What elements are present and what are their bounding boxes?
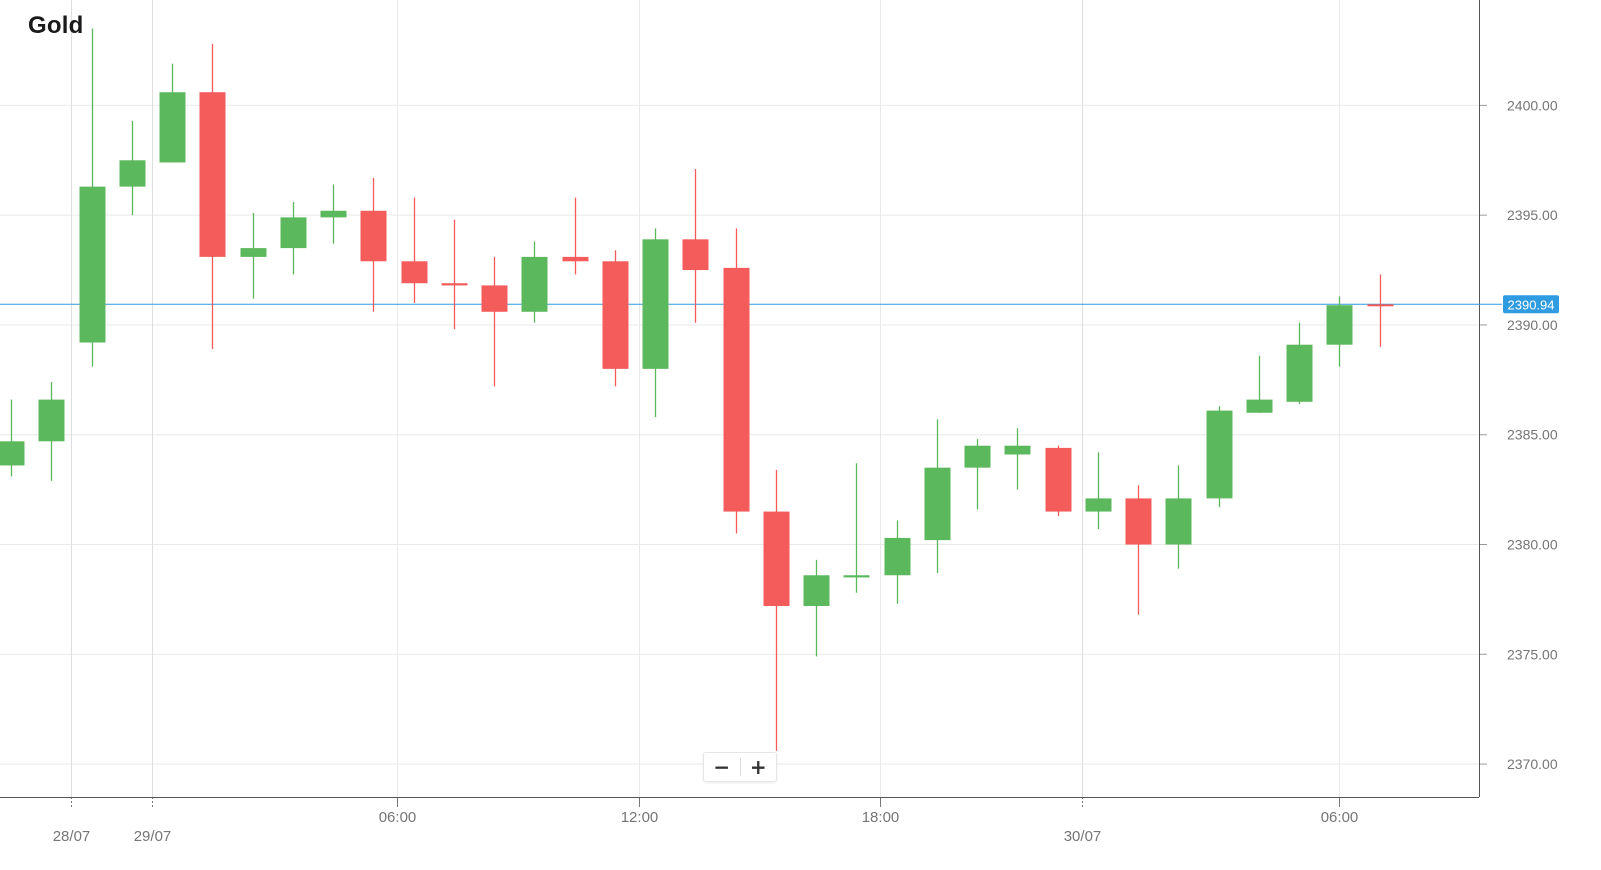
current-price-badge-layer: 2390.94 — [1503, 295, 1559, 314]
candle-body — [1367, 304, 1394, 307]
candle-body — [441, 283, 468, 286]
candle-body — [159, 92, 186, 163]
candle-up[interactable] — [1246, 355, 1273, 413]
candle-down[interactable] — [1367, 274, 1394, 347]
candle-down[interactable] — [481, 256, 508, 387]
candle-body — [884, 537, 911, 576]
candle-body — [843, 575, 870, 578]
candle-up[interactable] — [240, 212, 267, 299]
current-price-label: 2390.94 — [1508, 297, 1555, 312]
candle-body — [360, 210, 387, 262]
candle-body — [562, 256, 589, 262]
candle-body — [723, 267, 750, 512]
chart-title: Gold — [28, 12, 84, 39]
candle-body — [1246, 399, 1273, 413]
x-tick-label: 12:00 — [621, 809, 659, 826]
candle-body — [199, 92, 226, 257]
candle-down[interactable] — [682, 169, 709, 323]
candle-body — [119, 160, 146, 187]
y-axis: 2400.00 2395.00 2390.00 2385.00 2380.00 2375.… — [1479, 0, 1558, 797]
x-tick-label: 30/07 — [1064, 828, 1102, 845]
candle-body — [240, 248, 267, 257]
candle-up[interactable] — [884, 520, 911, 604]
candle-down[interactable] — [1125, 485, 1152, 615]
candle-down[interactable] — [602, 250, 629, 387]
y-tick-label: 2385.00 — [1507, 427, 1558, 443]
candle-up[interactable] — [119, 120, 146, 216]
candle-body — [38, 399, 65, 442]
current-price-badge — [1503, 295, 1559, 314]
candle-down[interactable] — [401, 197, 428, 303]
candle-body — [79, 186, 106, 343]
candle-up[interactable] — [964, 439, 991, 510]
candle-body — [1165, 498, 1192, 545]
candle-body — [1286, 344, 1313, 402]
candle-up[interactable] — [1286, 322, 1313, 404]
candle-down[interactable] — [723, 228, 750, 534]
candle-down[interactable] — [441, 219, 468, 330]
grid-layer — [0, 0, 1479, 797]
candle-up[interactable] — [1085, 452, 1112, 530]
zoom-controls: − + — [703, 752, 777, 782]
x-tick-label: 28/07 — [53, 828, 91, 845]
candle-body — [401, 261, 428, 284]
candle-up[interactable] — [843, 463, 870, 593]
x-tick-label: 18:00 — [862, 809, 900, 826]
x-tick-label: 06:00 — [1321, 809, 1359, 826]
candle-body — [1085, 498, 1112, 512]
candle-up[interactable] — [0, 399, 25, 477]
candle-body — [964, 445, 991, 468]
candle-body — [1125, 498, 1152, 545]
candle-down[interactable] — [1045, 445, 1072, 516]
candle-body — [1206, 410, 1233, 499]
candle-body — [803, 575, 830, 606]
candle-body — [481, 285, 508, 312]
candle-up[interactable] — [79, 28, 106, 367]
y-tick-label: 2380.00 — [1507, 537, 1558, 553]
candle-body — [1045, 447, 1072, 512]
candle-down[interactable] — [360, 177, 387, 312]
candle-up[interactable] — [1326, 296, 1353, 367]
y-tick-label: 2390.00 — [1507, 317, 1558, 333]
x-axis: 28/07 29/07 06:00 12:00 18:00 30/07 06:00 — [0, 797, 1479, 845]
y-tick-label: 2400.00 — [1507, 97, 1558, 113]
x-tick-label: 06:00 — [379, 809, 417, 826]
y-tick-label: 2370.00 — [1507, 756, 1558, 772]
candle-up[interactable] — [803, 559, 830, 657]
y-tick-label: 2395.00 — [1507, 207, 1558, 223]
candle-down[interactable] — [763, 469, 790, 751]
candles-layer[interactable] — [0, 28, 1394, 751]
candle-up[interactable] — [924, 419, 951, 574]
zoom-out-button[interactable]: − — [713, 755, 731, 779]
candle-up[interactable] — [1206, 406, 1233, 508]
candle-body — [763, 511, 790, 606]
candle-down[interactable] — [562, 197, 589, 275]
candle-up[interactable] — [1165, 465, 1192, 569]
candle-up[interactable] — [38, 382, 65, 481]
x-tick-label: 29/07 — [134, 828, 172, 845]
candle-body — [0, 441, 25, 466]
candle-up[interactable] — [521, 241, 548, 323]
candle-body — [320, 210, 347, 218]
candle-body — [280, 217, 307, 249]
candle-body — [602, 261, 629, 369]
candle-body — [1326, 305, 1353, 345]
candle-up[interactable] — [1004, 428, 1031, 490]
y-tick-label: 2375.00 — [1507, 646, 1558, 662]
candle-body — [642, 239, 669, 369]
candle-body — [924, 467, 951, 541]
candle-body — [521, 256, 548, 312]
candle-up[interactable] — [320, 184, 347, 244]
candle-up[interactable] — [642, 228, 669, 418]
candle-body — [682, 239, 709, 271]
candle-up[interactable] — [159, 63, 186, 163]
candle-down[interactable] — [199, 43, 226, 350]
candle-up[interactable] — [280, 201, 307, 275]
candle-body — [1004, 445, 1031, 455]
zoom-in-button[interactable]: + — [749, 755, 767, 779]
zoom-divider — [739, 758, 741, 776]
